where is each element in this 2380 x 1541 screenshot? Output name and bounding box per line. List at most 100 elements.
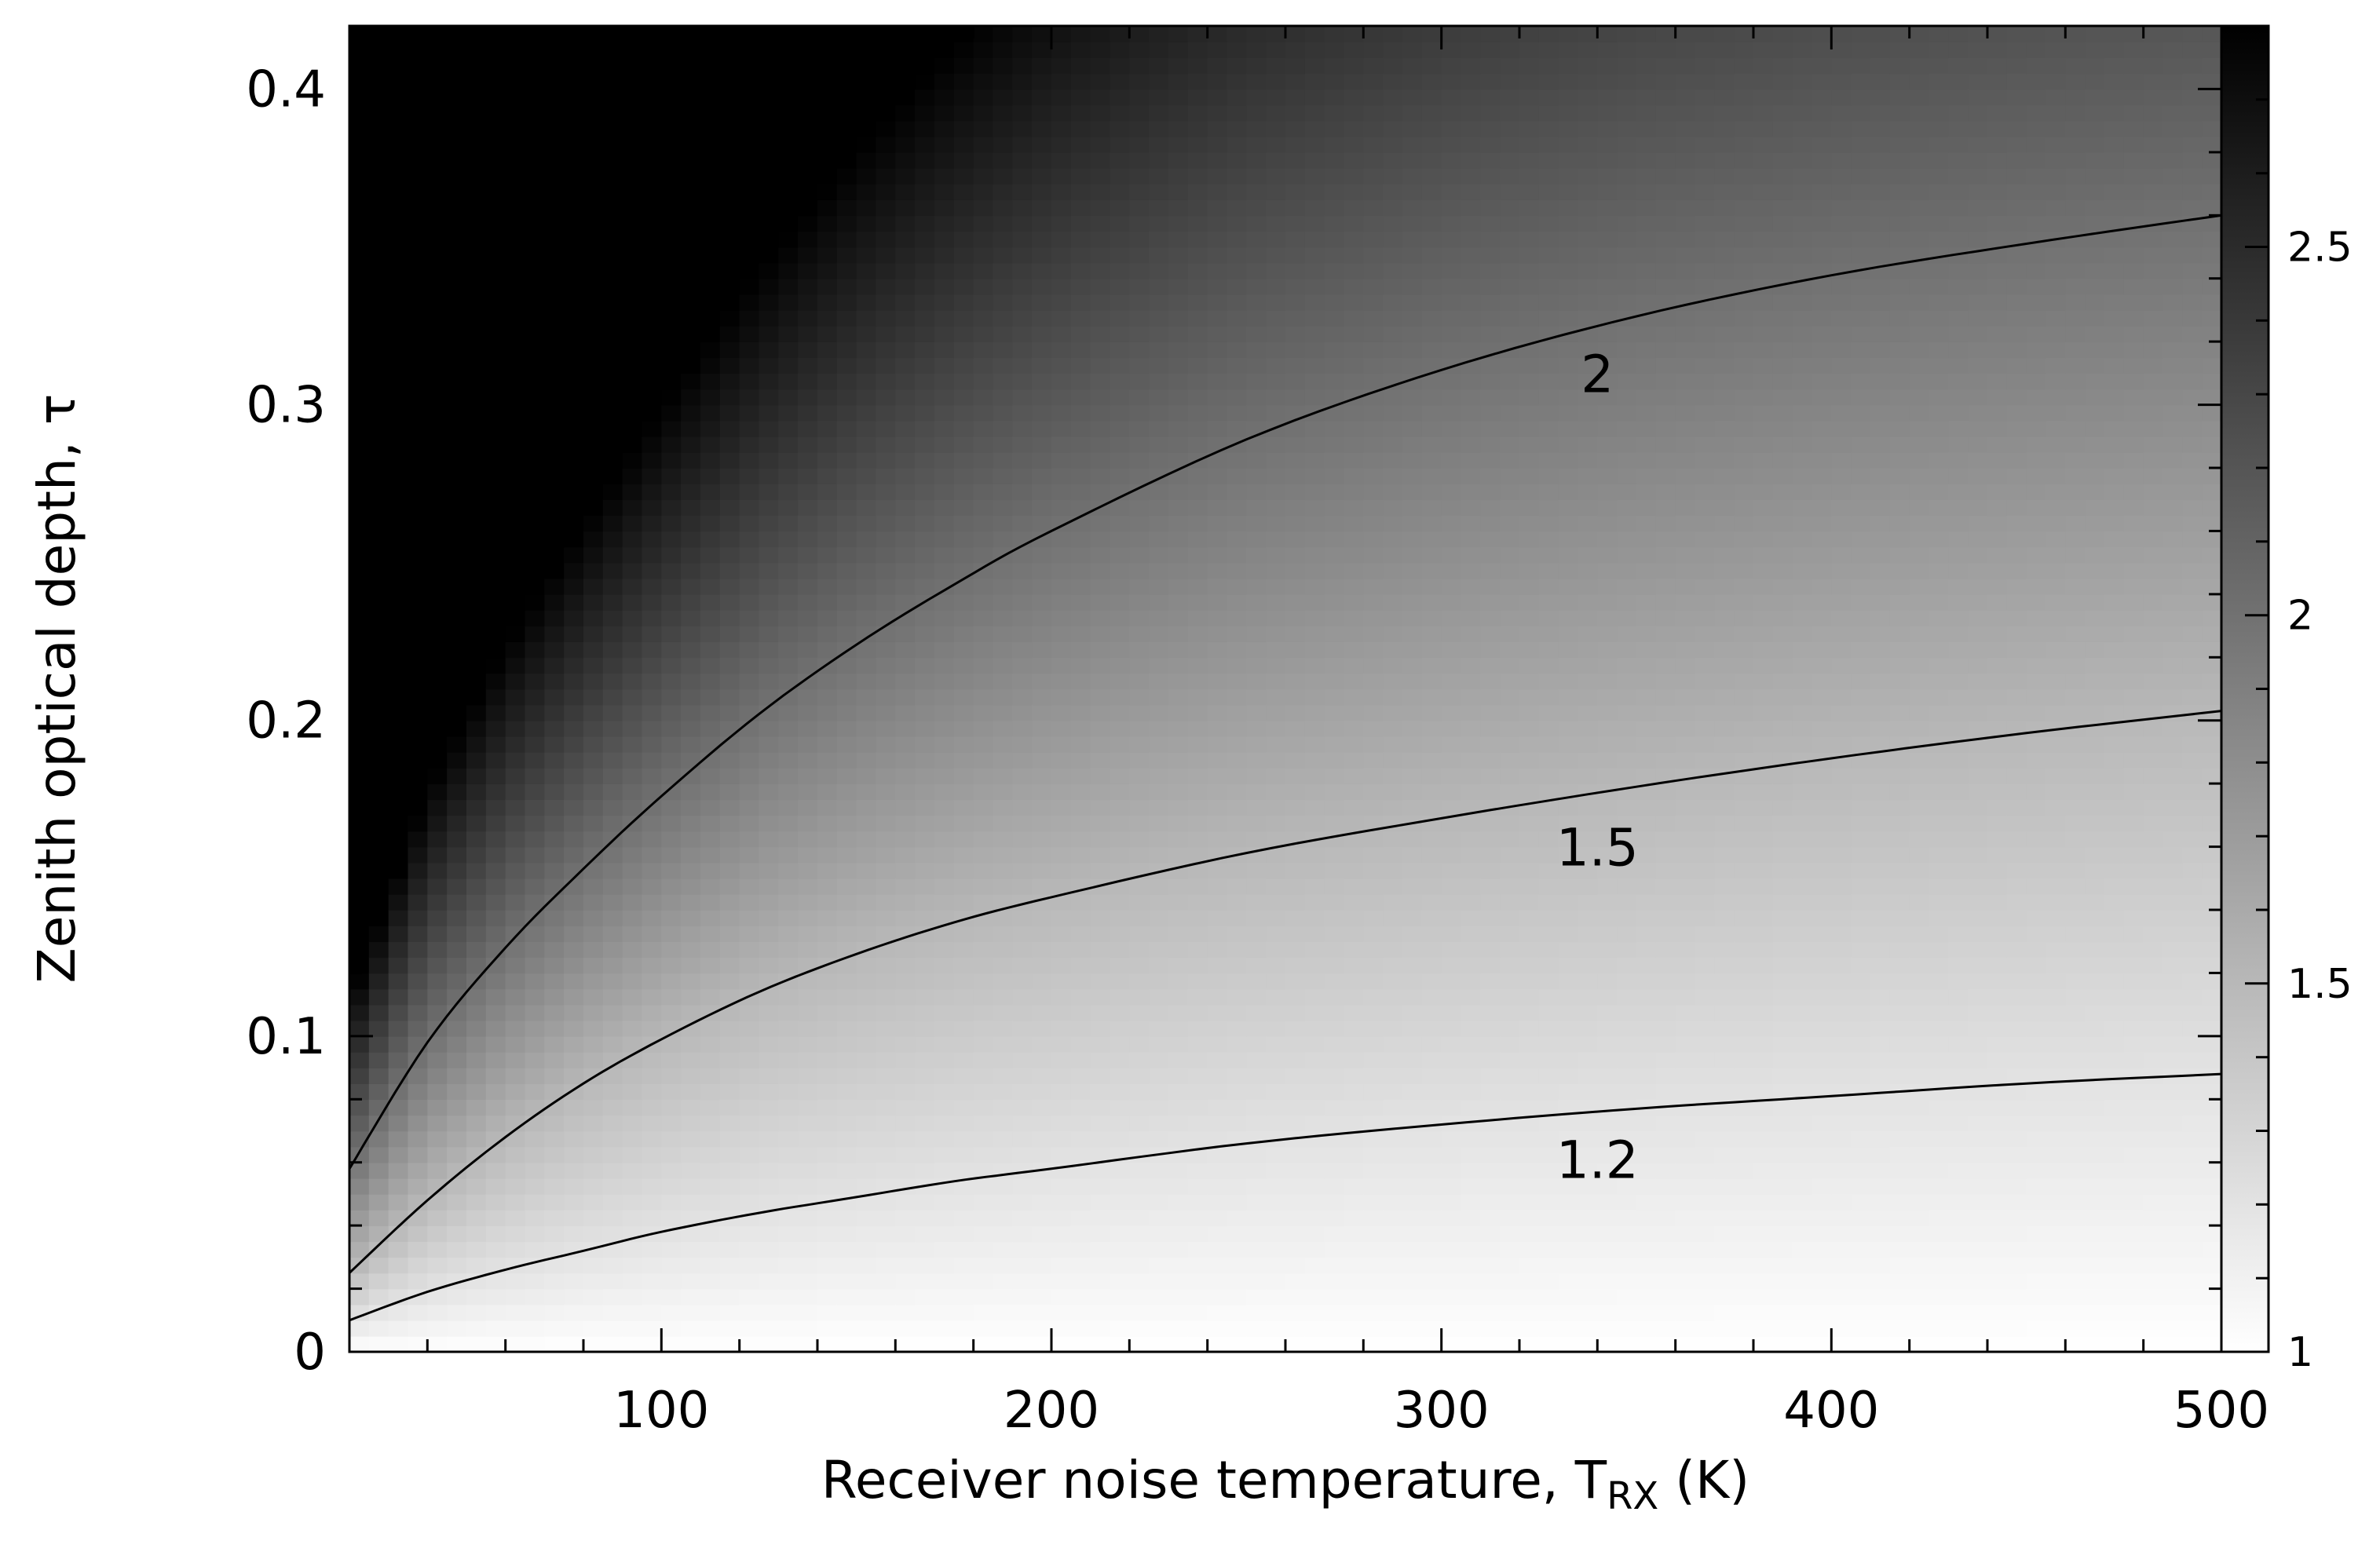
heatmap-cell: [719, 878, 740, 895]
heatmap-cell: [622, 294, 643, 311]
heatmap-cell: [1051, 1115, 1072, 1132]
heatmap-cell: [1207, 309, 1228, 327]
heatmap-cell: [1461, 136, 1482, 153]
heatmap-cell: [759, 831, 780, 848]
heatmap-cell: [1304, 1193, 1325, 1211]
heatmap-cell: [700, 988, 721, 1006]
heatmap-cell: [1168, 42, 1189, 59]
heatmap-cell: [700, 499, 721, 517]
heatmap-cell: [1324, 1051, 1345, 1068]
heatmap-cell: [1090, 578, 1111, 595]
heatmap-cell: [1266, 783, 1286, 801]
heatmap-cell: [1090, 546, 1111, 564]
heatmap-cell: [525, 420, 546, 437]
heatmap-cell: [1402, 1273, 1423, 1290]
heatmap-cell: [642, 1178, 663, 1195]
heatmap-cell: [1168, 420, 1189, 437]
heatmap-cell: [427, 878, 448, 895]
heatmap-cell: [856, 720, 877, 737]
heatmap-cell: [1421, 1225, 1442, 1243]
heatmap-cell: [602, 167, 623, 184]
heatmap-cell: [427, 926, 448, 943]
heatmap-cell: [934, 42, 955, 59]
heatmap-cell: [1441, 246, 1462, 264]
heatmap-cell: [1480, 831, 1501, 848]
heatmap-cell: [388, 231, 409, 248]
heatmap-cell: [719, 1225, 740, 1243]
heatmap-cell: [1285, 215, 1306, 232]
heatmap-cell: [1266, 404, 1286, 422]
heatmap-cell: [349, 1115, 370, 1132]
heatmap-cell: [973, 326, 994, 342]
heatmap-cell: [1461, 1178, 1482, 1195]
heatmap-cell: [1187, 783, 1208, 801]
heatmap-cell: [1070, 1193, 1091, 1211]
heatmap-cell: [1168, 1225, 1189, 1243]
heatmap-cell: [1461, 42, 1482, 59]
heatmap-cell: [661, 1035, 682, 1053]
heatmap-cell: [739, 941, 760, 959]
heatmap-cell: [778, 609, 799, 626]
heatmap-cell: [642, 531, 663, 548]
heatmap-cell: [1480, 294, 1501, 311]
heatmap-cell: [544, 484, 565, 501]
heatmap-cell: [1383, 1304, 1403, 1321]
heatmap-cell: [466, 578, 487, 595]
heatmap-cell: [544, 1004, 565, 1021]
heatmap-cell: [993, 1193, 1014, 1211]
heatmap-cell: [1070, 326, 1091, 342]
heatmap-cell: [485, 184, 506, 200]
heatmap-cell: [1090, 326, 1111, 342]
heatmap-cell: [817, 420, 838, 437]
heatmap-cell: [1246, 783, 1267, 801]
heatmap-cell: [993, 1225, 1014, 1243]
heatmap-cell: [778, 531, 799, 548]
heatmap-cell: [408, 199, 429, 217]
heatmap-cell: [895, 1130, 916, 1148]
heatmap-cell: [739, 768, 760, 784]
heatmap-cell: [485, 768, 506, 784]
heatmap-cell: [1246, 341, 1267, 359]
heatmap-cell: [934, 1035, 955, 1053]
heatmap-cell: [1051, 704, 1072, 721]
heatmap-cell: [973, 404, 994, 422]
heatmap-cell: [368, 910, 389, 926]
heatmap-cell: [1266, 1099, 1286, 1116]
heatmap-cell: [1070, 1210, 1091, 1226]
heatmap-cell: [505, 278, 526, 295]
heatmap-cell: [1480, 546, 1501, 564]
heatmap-cell: [681, 499, 701, 517]
heatmap-cell: [895, 593, 916, 611]
heatmap-cell: [719, 404, 740, 422]
heatmap-cell: [1266, 1273, 1286, 1290]
heatmap-cell: [1110, 389, 1131, 406]
heatmap-cell: [798, 167, 818, 184]
heatmap-cell: [1480, 1004, 1501, 1021]
heatmap-cell: [1051, 1051, 1072, 1068]
heatmap-cell: [700, 436, 721, 453]
heatmap-cell: [798, 120, 818, 137]
heatmap-cell: [1266, 893, 1286, 911]
heatmap-cell: [1187, 436, 1208, 453]
heatmap-cell: [1032, 404, 1052, 422]
heatmap-cell: [525, 231, 546, 248]
heatmap-cell: [1500, 1099, 1520, 1116]
heatmap-cell: [953, 1020, 974, 1037]
heatmap-cell: [719, 751, 740, 769]
heatmap-cell: [1227, 373, 1248, 390]
heatmap-cell: [1246, 184, 1267, 200]
heatmap-cell: [1090, 136, 1111, 153]
heatmap-cell: [798, 73, 818, 90]
heatmap-cell: [583, 1335, 604, 1352]
heatmap-cell: [505, 957, 526, 974]
heatmap-cell: [895, 199, 916, 217]
heatmap-cell: [1110, 451, 1131, 469]
heatmap-cell: [1383, 626, 1403, 642]
heatmap-cell: [1246, 751, 1267, 769]
heatmap-cell: [836, 878, 857, 895]
heatmap-cell: [1461, 831, 1482, 848]
heatmap-cell: [388, 184, 409, 200]
heatmap-cell: [368, 973, 389, 990]
heatmap-cell: [602, 578, 623, 595]
heatmap-cell: [388, 199, 409, 217]
